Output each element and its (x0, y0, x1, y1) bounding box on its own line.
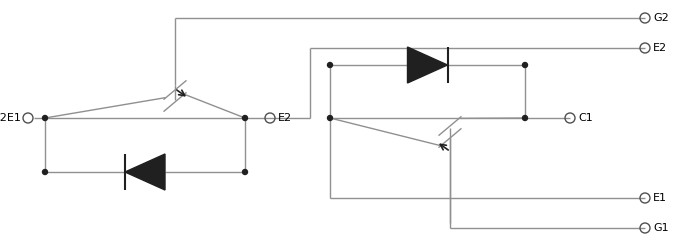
Circle shape (242, 115, 248, 120)
Circle shape (242, 170, 248, 174)
Text: G2: G2 (653, 13, 669, 23)
Text: E1: E1 (653, 193, 667, 203)
Text: C1: C1 (578, 113, 593, 123)
Polygon shape (125, 154, 165, 190)
Circle shape (43, 170, 47, 174)
Circle shape (327, 62, 332, 68)
Text: C2E1: C2E1 (0, 113, 21, 123)
Circle shape (43, 115, 47, 120)
Polygon shape (407, 47, 447, 83)
Text: E2: E2 (278, 113, 292, 123)
Circle shape (327, 115, 332, 120)
Text: E2: E2 (653, 43, 667, 53)
Circle shape (522, 62, 528, 68)
Text: G1: G1 (653, 223, 669, 233)
Circle shape (522, 115, 528, 120)
